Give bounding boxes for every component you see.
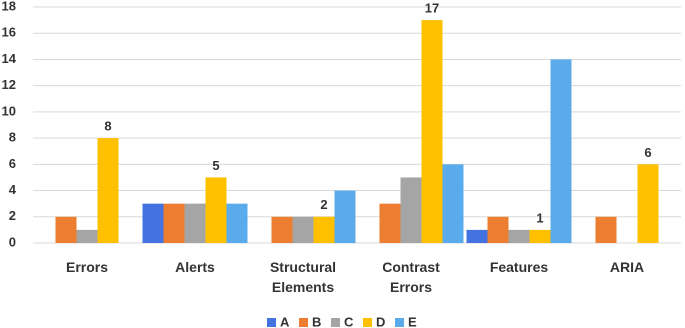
bar (379, 203, 401, 243)
bar (271, 216, 293, 243)
y-tick-label: 16 (2, 25, 16, 40)
bar (163, 203, 185, 243)
legend-swatch (267, 318, 276, 327)
y-tick-label: 4 (9, 182, 17, 197)
bar (55, 216, 77, 243)
legend-label: D (376, 314, 385, 328)
x-tick-label: Errors (66, 259, 108, 275)
bar (529, 229, 551, 243)
y-tick-label: 12 (2, 77, 16, 92)
y-tick-label: 6 (9, 156, 16, 171)
x-tick-label: Alerts (175, 259, 215, 275)
y-tick-label: 0 (9, 234, 16, 249)
bar (466, 229, 488, 243)
legend-label: A (280, 314, 290, 328)
x-tick-label: Features (490, 259, 549, 275)
legend-swatch (299, 318, 308, 327)
legend-swatch (331, 318, 340, 327)
data-label: 1 (536, 210, 543, 225)
legend-label: B (312, 314, 321, 328)
bar (334, 190, 356, 243)
y-tick-label: 18 (2, 0, 16, 13)
x-tick-label: Contrast Errors (382, 259, 440, 295)
bar (142, 203, 164, 243)
bar (313, 216, 335, 243)
data-label: 17 (425, 1, 439, 16)
bar (508, 229, 530, 243)
y-tick-label: 2 (9, 208, 16, 223)
legend-swatch (395, 318, 404, 327)
bar (442, 164, 464, 243)
bar (226, 203, 248, 243)
legend-label: E (408, 314, 417, 328)
legend-swatch (363, 318, 372, 327)
legend-label: C (344, 314, 354, 328)
bar (292, 216, 314, 243)
y-tick-label: 10 (2, 103, 16, 118)
bar (637, 164, 659, 243)
data-label: 6 (644, 145, 651, 160)
bar (76, 229, 98, 243)
x-tick-label: Structural Elements (270, 259, 336, 295)
bar (550, 59, 572, 243)
bar (487, 216, 509, 243)
y-tick-label: 8 (9, 130, 16, 145)
bar (421, 20, 443, 243)
data-label: 5 (212, 158, 219, 173)
bar (205, 177, 227, 243)
bar (184, 203, 206, 243)
bar (595, 216, 617, 243)
bar (400, 177, 422, 243)
bar (97, 138, 119, 243)
x-tick-label: ARIA (610, 259, 644, 275)
data-label: 2 (320, 197, 327, 212)
y-tick-label: 14 (2, 51, 17, 66)
data-label: 8 (104, 119, 111, 134)
